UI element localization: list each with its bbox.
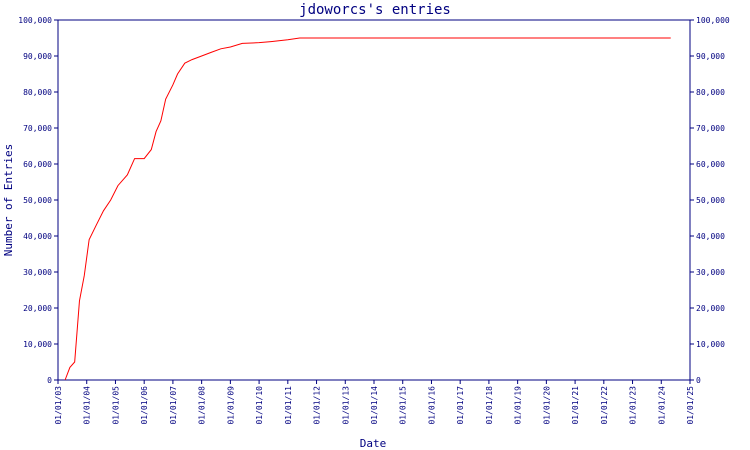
x-tick-label: 01/01/16: [427, 386, 436, 425]
y-tick-label-left: 90,000: [23, 52, 52, 61]
y-axis-label: Number of Entries: [2, 144, 15, 257]
y-tick-label-left: 50,000: [23, 196, 52, 205]
y-tick-label-left: 60,000: [23, 160, 52, 169]
y-tick-label-left: 70,000: [23, 124, 52, 133]
x-tick-label: 01/01/22: [600, 386, 609, 425]
x-tick-label: 01/01/13: [341, 386, 350, 425]
y-tick-label-right: 10,000: [696, 340, 725, 349]
y-tick-label-right: 40,000: [696, 232, 725, 241]
series-line-0: [64, 37, 671, 381]
x-tick-label: 01/01/19: [514, 386, 523, 425]
x-tick-label: 01/01/10: [255, 386, 264, 425]
x-tick-label: 01/01/23: [629, 386, 638, 425]
y-tick-label-right: 50,000: [696, 196, 725, 205]
x-tick-label: 01/01/11: [284, 386, 293, 425]
x-tick-label: 01/01/17: [456, 386, 465, 425]
x-tick-label: 01/01/07: [169, 386, 178, 425]
x-tick-label: 01/01/25: [686, 386, 695, 425]
y-tick-label-right: 20,000: [696, 304, 725, 313]
x-tick-label: 01/01/05: [111, 386, 120, 425]
y-tick-label-right: 100,000: [696, 16, 730, 25]
y-tick-label-right: 90,000: [696, 52, 725, 61]
y-tick-label-left: 100,000: [18, 16, 52, 25]
x-tick-label: 01/01/15: [399, 386, 408, 425]
y-tick-label-left: 10,000: [23, 340, 52, 349]
x-tick-label: 01/01/09: [226, 386, 235, 425]
x-tick-label: 01/01/20: [542, 386, 551, 425]
x-tick-label: 01/01/03: [54, 386, 63, 425]
plot-area: 0 0 10,000 10,000 20,000 20,000 30,000 30,000 40…: [18, 16, 730, 425]
y-tick-label-right: 30,000: [696, 268, 725, 277]
y-tick-label-left: 0: [47, 376, 52, 385]
chart-title: jdoworcs's entries: [299, 2, 451, 18]
plot-frame: [57, 19, 691, 381]
y-tick-label-left: 40,000: [23, 232, 52, 241]
y-tick-label-left: 80,000: [23, 88, 52, 97]
x-tick-label: 01/01/18: [485, 386, 494, 425]
x-tick-label: 01/01/14: [370, 386, 379, 425]
x-tick-label: 01/01/04: [83, 386, 92, 425]
x-tick-label: 01/01/06: [140, 386, 149, 425]
y-tick-label-right: 70,000: [696, 124, 725, 133]
y-tick-label-left: 20,000: [23, 304, 52, 313]
x-tick-label: 01/01/21: [571, 386, 580, 425]
y-tick-label-right: 0: [696, 376, 701, 385]
y-tick-label-right: 80,000: [696, 88, 725, 97]
x-tick-label: 01/01/12: [313, 386, 322, 425]
x-tick-label: 01/01/24: [657, 386, 666, 425]
y-tick-label-left: 30,000: [23, 268, 52, 277]
x-axis-label: Date: [360, 437, 387, 450]
y-tick-label-right: 60,000: [696, 160, 725, 169]
x-tick-label: 01/01/08: [198, 386, 207, 425]
